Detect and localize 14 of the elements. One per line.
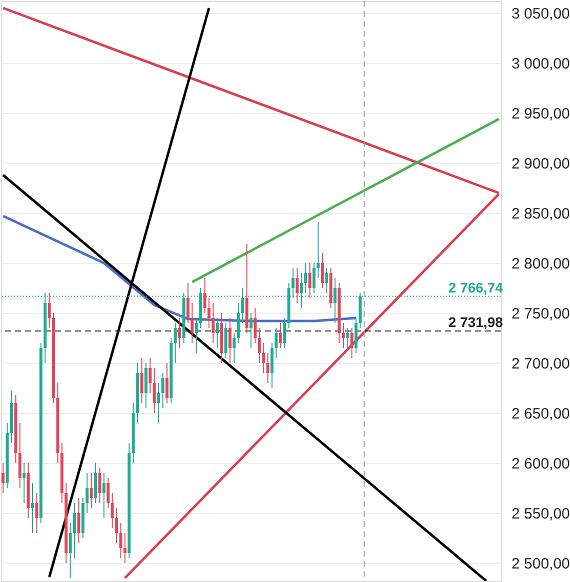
- y-tick-label: 2 500,00: [512, 556, 570, 572]
- ref-line-label: 2 731,98: [448, 314, 504, 330]
- y-tick-label: 2 850,00: [512, 206, 570, 222]
- y-tick-label: 2 900,00: [512, 156, 570, 172]
- y-tick-label: 2 600,00: [512, 456, 570, 472]
- ref-line-label: 2 766,74: [448, 279, 504, 296]
- y-tick-label: 2 800,00: [512, 256, 570, 272]
- y-tick-label: 2 700,00: [512, 356, 570, 372]
- y-tick-label: 2 950,00: [512, 106, 570, 122]
- y-tick-label: 2 650,00: [512, 406, 570, 422]
- y-tick-label: 3 000,00: [512, 56, 570, 72]
- y-tick-label: 2 750,00: [512, 306, 570, 322]
- y-tick-label: 3 050,00: [512, 6, 570, 22]
- y-tick-label: 2 550,00: [512, 506, 570, 522]
